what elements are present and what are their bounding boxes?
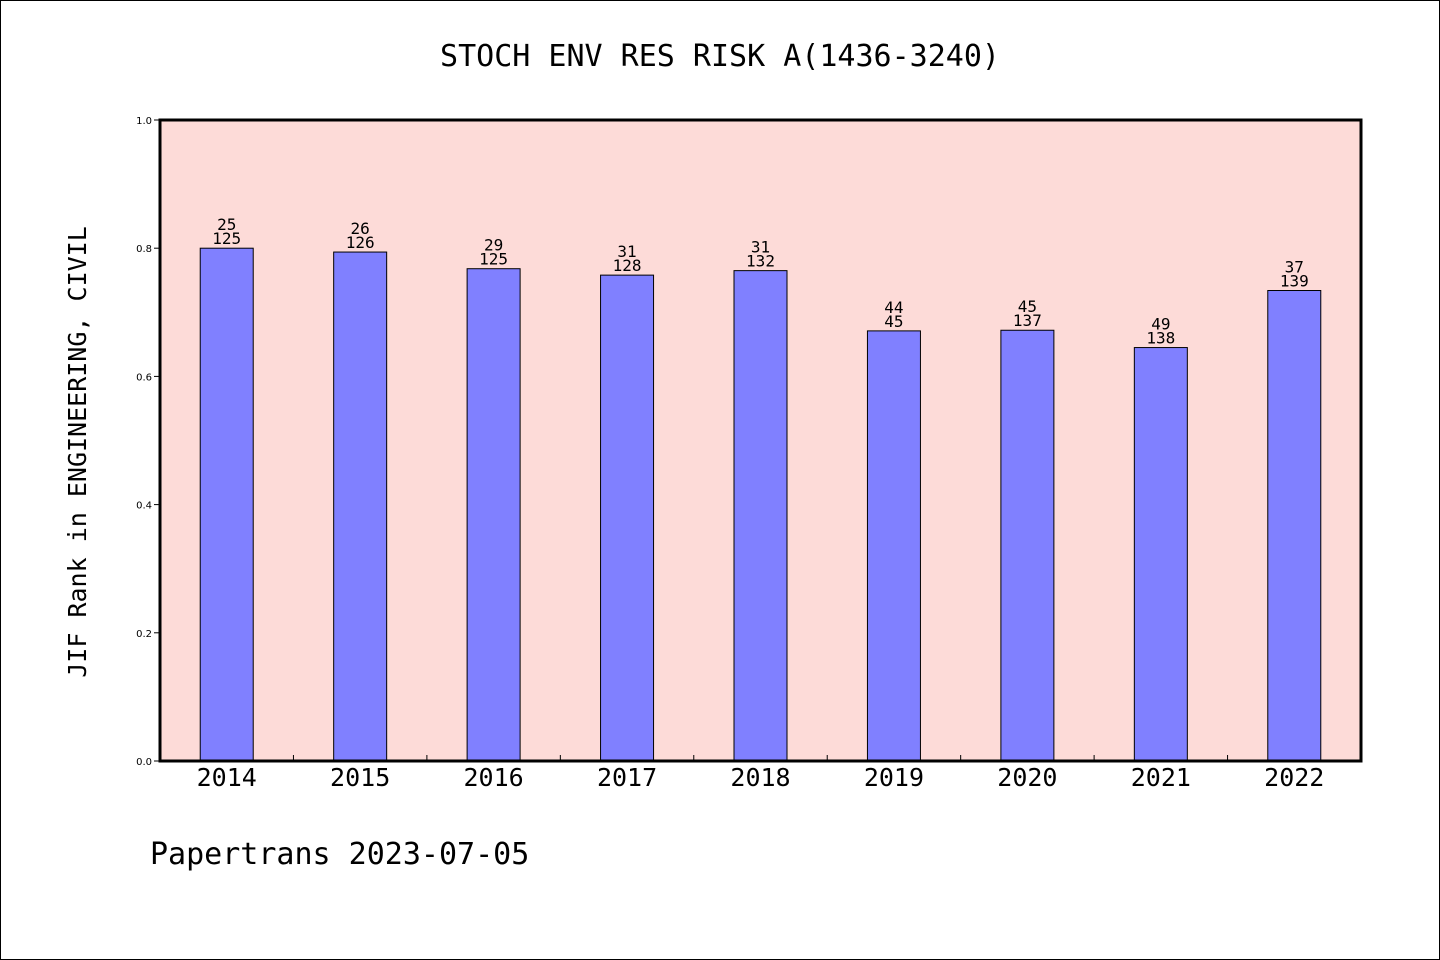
bar-label-rank: 26 [351, 219, 370, 238]
y-tick-label: 0.4 [136, 501, 152, 512]
y-tick-label: 0.8 [136, 244, 152, 255]
bar-label-rank: 31 [751, 238, 770, 257]
bar-label-rank: 44 [884, 298, 903, 317]
y-tick-label: 0.0 [136, 757, 152, 768]
chart-title: STOCH ENV RES RISK A(1436-3240) [440, 39, 1000, 74]
bar-2017 [600, 274, 655, 762]
y-tick-label: 0.6 [136, 372, 152, 383]
x-tick-label: 2021 [1131, 763, 1191, 792]
x-tick-label: 2015 [330, 763, 390, 792]
bar-label-total: 139 [1280, 272, 1309, 291]
plot-border [158, 118, 1363, 763]
bar-2019 [866, 330, 921, 762]
bar-2021 [1133, 347, 1188, 762]
bar-2015 [333, 251, 388, 762]
bar-label-rank: 31 [617, 242, 636, 261]
bar-label-total: 125 [479, 250, 508, 269]
y-tick-label: 0.2 [136, 629, 152, 640]
bar-label-rank: 37 [1285, 258, 1304, 277]
y-tick-label: 1.0 [136, 116, 152, 127]
bar-label-total: 138 [1146, 329, 1175, 348]
bar-label-total: 132 [746, 252, 775, 271]
x-tick-label: 2019 [864, 763, 924, 792]
x-tick-label: 2016 [464, 763, 524, 792]
bar-label-total: 125 [212, 229, 241, 248]
bar-label-rank: 45 [1018, 297, 1037, 316]
bar-2016 [466, 268, 521, 762]
bar-label-rank: 25 [217, 215, 236, 234]
bar-2014 [199, 247, 254, 762]
x-tick-label: 2018 [730, 763, 790, 792]
bar-label-total: 137 [1013, 311, 1042, 330]
bar-label-total: 126 [346, 233, 375, 252]
bar-2020 [1000, 329, 1055, 762]
bar-2022 [1267, 290, 1322, 762]
bar-label-rank: 29 [484, 236, 503, 255]
x-tick-label: 2014 [197, 763, 257, 792]
x-tick-label: 2017 [597, 763, 657, 792]
bar-2018 [733, 270, 788, 762]
bar-label-total: 128 [613, 256, 642, 275]
footer-text: Papertrans 2023-07-05 [150, 837, 529, 872]
y-axis-label: JIF Rank in ENGINEERING, CIVIL [63, 226, 92, 678]
x-tick-label: 2020 [997, 763, 1057, 792]
bar-label-rank: 49 [1151, 315, 1170, 334]
x-tick-label: 2022 [1264, 763, 1324, 792]
bar-label-total: 45 [884, 312, 903, 331]
